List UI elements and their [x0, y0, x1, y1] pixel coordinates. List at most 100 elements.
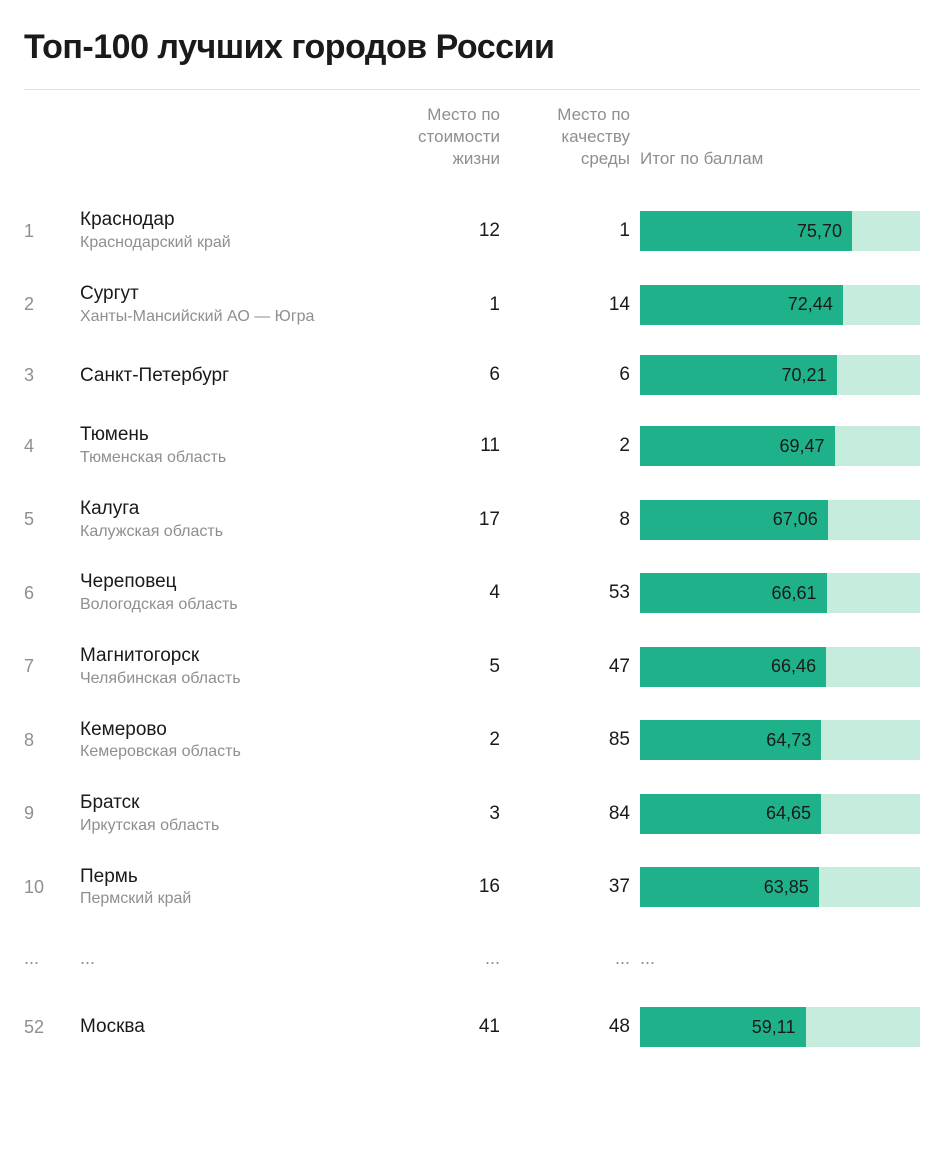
city-block: Москва — [80, 1015, 370, 1039]
city-name: Пермь — [80, 865, 370, 889]
divider — [24, 89, 920, 90]
city-name: Москва — [80, 1015, 370, 1039]
bar-fill: 75,70 — [640, 211, 852, 251]
cost-rank: 41 — [380, 1016, 500, 1038]
table-row: 6ЧереповецВологодская область45366,61 — [24, 556, 920, 630]
col-quality: Место по качеству среды — [510, 104, 630, 170]
score-bar: 70,21 — [640, 355, 920, 395]
bar-fill: 67,06 — [640, 500, 828, 540]
rank: 2 — [24, 294, 70, 315]
score-bar: 63,85 — [640, 867, 920, 907]
city-name: Магнитогорск — [80, 644, 370, 668]
bar-fill: 69,47 — [640, 426, 835, 466]
city-name: Краснодар — [80, 208, 370, 232]
city-block: МагнитогорскЧелябинская область — [80, 644, 370, 690]
cost-rank: 2 — [380, 729, 500, 751]
region-name: Кемеровская область — [80, 742, 370, 763]
city-block: КраснодарКраснодарский край — [80, 208, 370, 254]
bar-fill: 64,73 — [640, 720, 821, 760]
cost-rank: 3 — [380, 803, 500, 825]
region-name: Челябинская область — [80, 669, 370, 690]
city-block: КалугаКалужская область — [80, 497, 370, 543]
rank: 52 — [24, 1017, 70, 1038]
bar-fill: 66,46 — [640, 647, 826, 687]
table-row: 1 КраснодарКраснодарский край 12 1 75,70 — [24, 194, 920, 268]
rank: 7 — [24, 656, 70, 677]
cost-rank: 11 — [380, 435, 500, 457]
table-row: 2 СургутХанты-Мансийский АО — Югра 1 14 72,4… — [24, 268, 920, 342]
table-row: 8 КемеровоКемеровская область 2 85 64,73 — [24, 704, 920, 778]
city-block: ЧереповецВологодская область — [80, 570, 370, 616]
quality-rank: 2 — [510, 435, 630, 457]
page-title: Топ-100 лучших городов России — [24, 28, 920, 67]
cost-rank: 6 — [380, 364, 500, 386]
score-bar: 66,46 — [640, 647, 920, 687]
table-row: 3Санкт-Петербург6670,21 — [24, 341, 920, 409]
quality-rank: 84 — [510, 803, 630, 825]
bar-fill: 59,11 — [640, 1007, 806, 1047]
rank: 1 — [24, 221, 70, 242]
score-bar: 59,11 — [640, 1007, 920, 1047]
score-bar: 67,06 — [640, 500, 920, 540]
city-block: Санкт-Петербург — [80, 364, 370, 388]
city-block: СургутХанты-Мансийский АО — Югра — [80, 282, 370, 328]
city-name: Калуга — [80, 497, 370, 521]
city-block: БратскИркутская область — [80, 791, 370, 837]
col-score: Итог по баллам — [640, 148, 920, 170]
table-row: 4 ТюменьТюменская область 11 2 69,47 — [24, 409, 920, 483]
cost-rank: 4 — [380, 582, 500, 604]
city-name: Кемерово — [80, 718, 370, 742]
region-name: Вологодская область — [80, 595, 370, 616]
table-row: 7 МагнитогорскЧелябинская область 5 47 66,46 — [24, 630, 920, 704]
bar-fill: 70,21 — [640, 355, 837, 395]
cost-rank: 12 — [380, 220, 500, 242]
region-name: Тюменская область — [80, 448, 370, 469]
extra-row-slot: 52 Москва 41 48 59,11 — [24, 993, 920, 1061]
bar-fill: 64,65 — [640, 794, 821, 834]
score-bar: 72,44 — [640, 285, 920, 325]
region-name: Ханты-Мансийский АО — Югра — [80, 307, 370, 328]
region-name: Иркутская область — [80, 816, 370, 837]
city-block: ТюменьТюменская область — [80, 423, 370, 469]
cost-rank: 1 — [380, 294, 500, 316]
region-name: Пермский край — [80, 889, 370, 910]
col-cost: Место по стоимости жизни — [380, 104, 500, 170]
score-bar: 69,47 — [640, 426, 920, 466]
rank: 9 — [24, 803, 70, 824]
quality-rank: 8 — [510, 509, 630, 531]
city-name: Тюмень — [80, 423, 370, 447]
quality-rank: 48 — [510, 1016, 630, 1038]
table-row: 52 Москва 41 48 59,11 — [24, 993, 920, 1061]
score-bar: 75,70 — [640, 211, 920, 251]
city-block: КемеровоКемеровская область — [80, 718, 370, 764]
quality-rank: 37 — [510, 876, 630, 898]
city-name: Санкт-Петербург — [80, 364, 370, 388]
quality-rank: 1 — [510, 220, 630, 242]
table-row: 10ПермьПермский край163763,85 — [24, 851, 920, 925]
rank: 10 — [24, 877, 70, 898]
rank: 6 — [24, 583, 70, 604]
table-body: 1КраснодарКраснодарский край12175,702Сур… — [24, 194, 920, 924]
quality-rank: 6 — [510, 364, 630, 386]
score-bar: 66,61 — [640, 573, 920, 613]
rank: 4 — [24, 436, 70, 457]
table-row: 9 БратскИркутская область 3 84 64,65 — [24, 777, 920, 851]
score-bar: 64,65 — [640, 794, 920, 834]
city-block: ПермьПермский край — [80, 865, 370, 911]
quality-rank: 85 — [510, 729, 630, 751]
rank: 5 — [24, 509, 70, 530]
city-name: Сургут — [80, 282, 370, 306]
cost-rank: 17 — [380, 509, 500, 531]
city-name: Братск — [80, 791, 370, 815]
region-name: Краснодарский край — [80, 233, 370, 254]
ellipsis-row: ... ... ... ... ... — [24, 924, 920, 993]
bar-fill: 72,44 — [640, 285, 843, 325]
score-bar: 64,73 — [640, 720, 920, 760]
cost-rank: 5 — [380, 656, 500, 678]
quality-rank: 47 — [510, 656, 630, 678]
bar-fill: 63,85 — [640, 867, 819, 907]
region-name: Калужская область — [80, 522, 370, 543]
bar-fill: 66,61 — [640, 573, 827, 613]
rank: 8 — [24, 730, 70, 751]
quality-rank: 14 — [510, 294, 630, 316]
